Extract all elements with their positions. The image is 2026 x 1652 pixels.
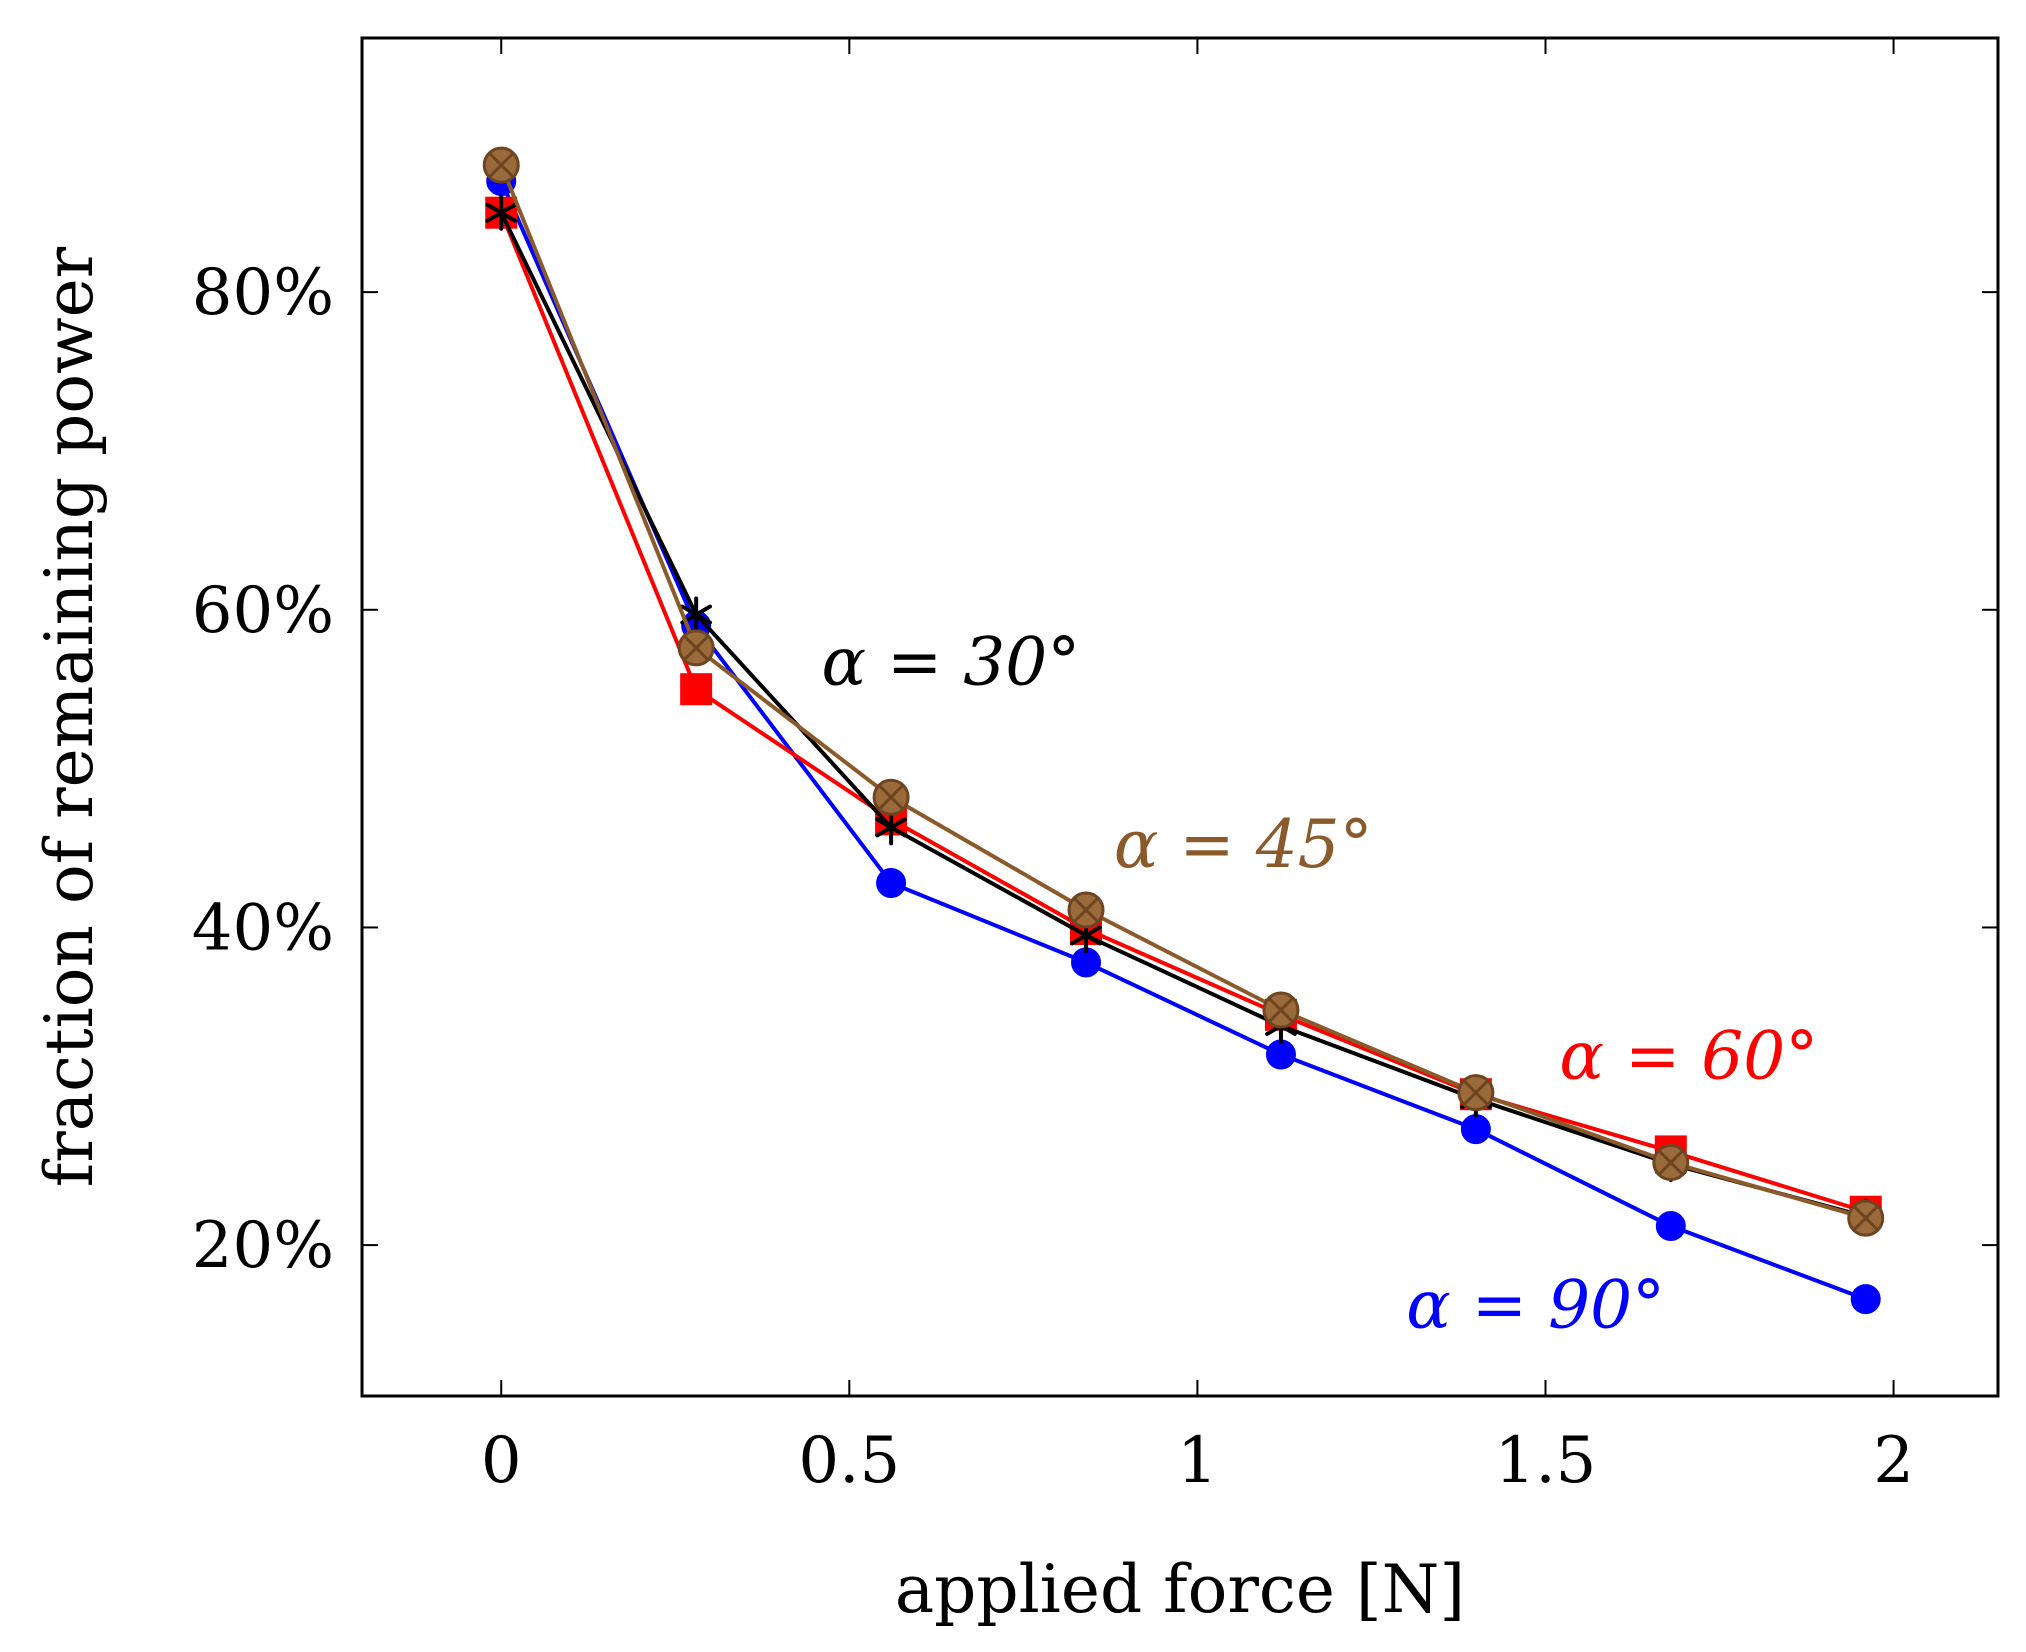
series-45-point-cross (1462, 1079, 1489, 1106)
y-axis-label: fraction of remaining power (31, 246, 108, 1187)
series-layer (482, 146, 1885, 1315)
series-45-point-cross (1657, 1149, 1684, 1176)
series-90-point (1460, 1114, 1491, 1145)
series-90-point (1655, 1211, 1686, 1242)
series-45-point (482, 146, 520, 184)
series-45-point (1847, 1199, 1885, 1237)
series-30-line (499, 211, 1867, 1219)
series-90-line (499, 180, 1867, 1301)
x-tick-label: 0 (481, 1424, 522, 1498)
x-axis-label: applied force [N] (895, 1551, 1465, 1628)
annotation-60: α = 60° (1559, 1017, 1818, 1094)
x-tick-label: 1 (1177, 1424, 1218, 1498)
series-45 (482, 146, 1885, 1237)
series-45-point-cross (878, 784, 905, 811)
series-45-point (872, 778, 910, 816)
y-tick-label: 80% (192, 256, 334, 330)
tick-labels: 0 0.5 1 1.5 2 20% 40% 60% 80% (192, 256, 1914, 1498)
series-90-point (876, 867, 907, 898)
series-45-point (1652, 1144, 1690, 1182)
series-45-point (1262, 991, 1300, 1029)
x-tick-label: 2 (1873, 1424, 1914, 1498)
series-90-point (1265, 1039, 1296, 1070)
y-tick-label: 40% (192, 891, 334, 965)
series-45-point (677, 629, 715, 667)
series-30-point (875, 809, 907, 846)
annotations: α = 30° α = 45° α = 60° α = 90° (821, 623, 1818, 1343)
annotation-90: α = 90° (1406, 1267, 1665, 1344)
series-45-point-cross (1852, 1205, 1879, 1232)
ticks (362, 38, 1998, 1396)
y-tick-label: 20% (192, 1209, 334, 1283)
series-30-point (485, 194, 518, 231)
series-45-point (1067, 891, 1105, 929)
series-45-point-cross (1072, 896, 1100, 924)
annotation-45: α = 45° (1114, 806, 1373, 883)
series-60-line (499, 211, 1867, 1214)
series-45-point-cross (1267, 996, 1295, 1024)
plot-frame (360, 36, 2000, 1398)
x-tick-label: 0.5 (798, 1424, 900, 1498)
annotation-30: α = 30° (821, 623, 1080, 700)
y-tick-label: 60% (192, 574, 334, 648)
series-45-point-cross (488, 152, 515, 179)
series-60-point (680, 673, 713, 706)
series-90-point (1850, 1284, 1881, 1315)
series-45-line (499, 164, 1867, 1221)
series-45-point-cross (683, 634, 710, 661)
x-tick-label: 1.5 (1495, 1424, 1597, 1498)
series-45-point (1457, 1074, 1495, 1112)
